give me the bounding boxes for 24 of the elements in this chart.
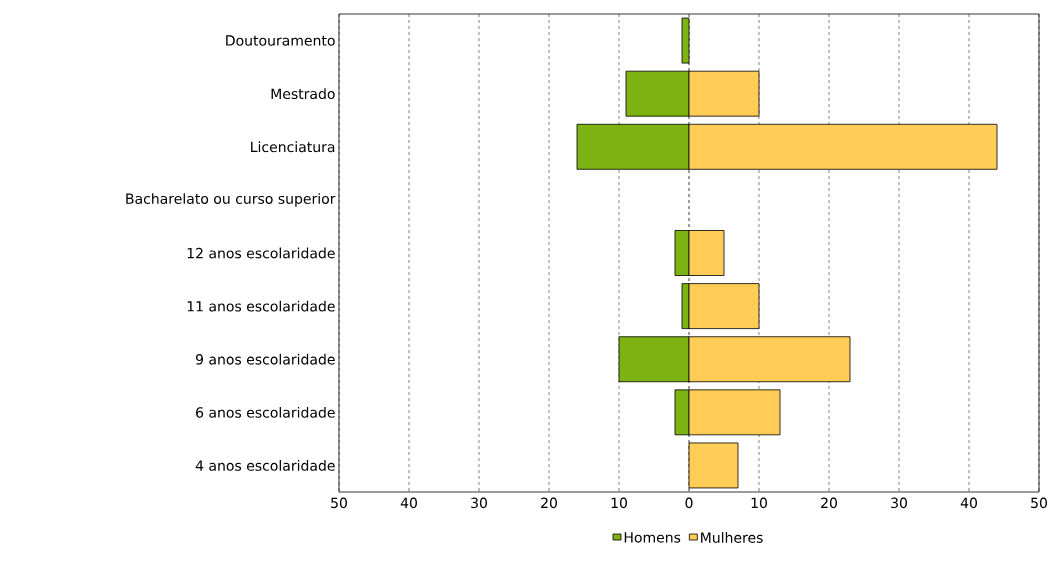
x-tick-label: 50: [1031, 497, 1047, 509]
y-tick-label: Licenciatura: [251, 141, 335, 153]
x-tick-label: 20: [541, 497, 557, 509]
y-tick-label: 11 anos escolaridade: [187, 300, 335, 312]
x-tick-label: 20: [821, 497, 837, 509]
y-tick-label: 9 anos escolaridade: [195, 353, 335, 365]
x-tick-label: 40: [400, 497, 417, 509]
bar: [688, 442, 739, 489]
x-tick-label: 30: [891, 497, 907, 509]
y-tick-label: 4 anos escolaridade: [195, 460, 335, 471]
x-tick-label: 10: [611, 497, 627, 509]
y-tick-label: Bacharelato ou curso superior: [126, 193, 336, 207]
x-tick-label: 40: [960, 497, 977, 509]
legend-label: Mulheres: [701, 532, 763, 543]
x-tick-label: 30: [471, 497, 487, 509]
x-tick-label: 10: [751, 497, 767, 509]
y-tick-label: Doutouramento: [226, 35, 335, 46]
bar: [681, 17, 690, 64]
y-tick-label: Mestrado: [271, 88, 335, 100]
x-tick-label: 0: [685, 497, 693, 509]
x-tick-label: 50: [331, 497, 347, 509]
y-tick-label: 6 anos escolaridade: [196, 406, 335, 418]
legend-label: Homens: [624, 532, 681, 543]
y-tick-label: 12 anos escolaridade: [187, 247, 335, 259]
